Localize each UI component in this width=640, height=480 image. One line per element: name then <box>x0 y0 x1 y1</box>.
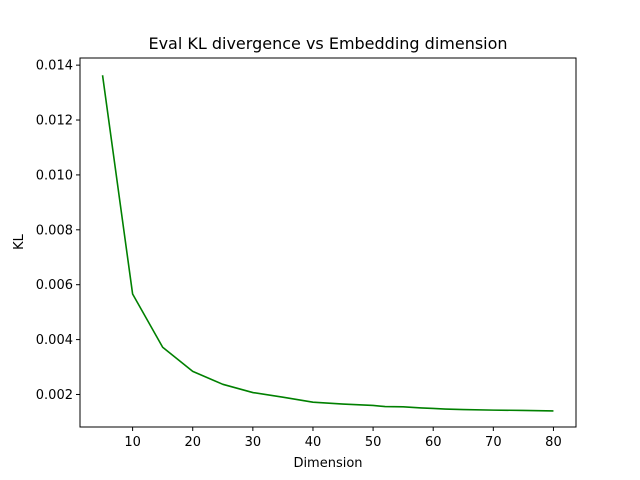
x-tick-label: 30 <box>245 435 262 450</box>
x-tick-label: 10 <box>124 435 141 450</box>
x-axis-label: Dimension <box>293 456 362 471</box>
x-axis-ticks: 10 20 30 40 50 60 70 80 <box>124 427 562 450</box>
chart-title: Eval KL divergence vs Embedding dimensio… <box>148 34 507 53</box>
x-tick-label: 20 <box>184 435 201 450</box>
x-tick-label: 50 <box>365 435 382 450</box>
y-axis-label: KL <box>12 233 27 250</box>
y-tick-label: 0.008 <box>36 223 73 238</box>
y-tick-label: 0.002 <box>36 388 73 403</box>
y-axis-ticks: 0.002 0.004 0.006 0.008 0.010 0.012 0.014 <box>36 59 80 403</box>
series-layer <box>101 75 554 412</box>
x-tick-label: 40 <box>305 435 322 450</box>
y-tick-label: 0.014 <box>36 59 73 74</box>
x-tick-label: 80 <box>545 435 562 450</box>
x-tick-label: 60 <box>425 435 442 450</box>
x-tick-label: 70 <box>485 435 502 450</box>
y-tick-label: 0.010 <box>36 168 73 183</box>
y-tick-label: 0.004 <box>36 333 73 348</box>
axes-frame <box>79 57 577 428</box>
y-tick-label: 0.012 <box>36 114 73 129</box>
y-tick-label: 0.006 <box>36 278 73 293</box>
